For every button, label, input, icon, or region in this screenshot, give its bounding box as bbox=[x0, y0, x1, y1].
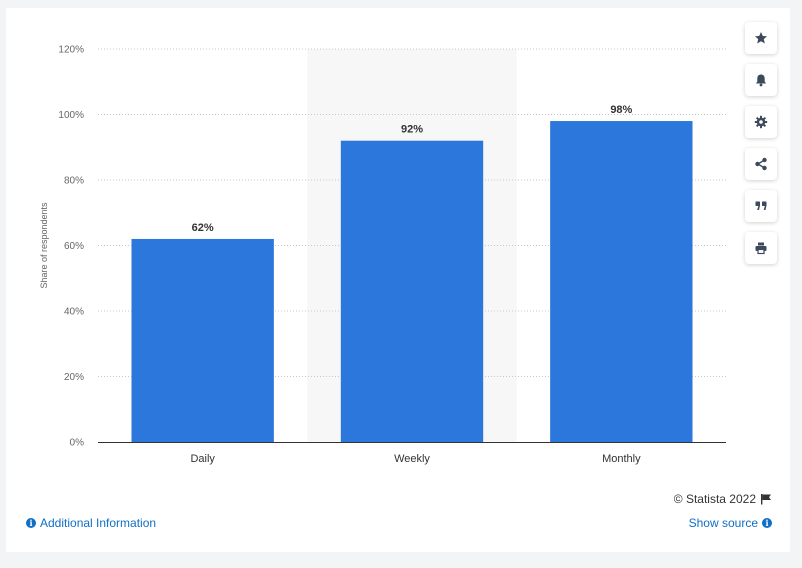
print-button[interactable] bbox=[745, 232, 777, 264]
y-tick-label: 40% bbox=[64, 307, 84, 318]
data-label: 92% bbox=[401, 124, 423, 136]
cite-button[interactable] bbox=[745, 190, 777, 222]
chart-toolbar bbox=[745, 22, 777, 274]
y-tick-label: 120% bbox=[58, 45, 84, 56]
bar bbox=[340, 140, 484, 442]
y-tick-label: 60% bbox=[64, 241, 84, 252]
copyright-notice: © Statista 2022 bbox=[674, 492, 772, 506]
favorite-button[interactable] bbox=[745, 22, 777, 54]
settings-button[interactable] bbox=[745, 106, 777, 138]
show-source-label: Show source bbox=[688, 516, 758, 530]
x-tick-label: Daily bbox=[190, 453, 215, 465]
share-button[interactable] bbox=[745, 148, 777, 180]
copyright-text: © Statista 2022 bbox=[673, 492, 756, 506]
flag-icon bbox=[761, 494, 771, 505]
gear-icon bbox=[754, 115, 768, 129]
info-icon: i bbox=[762, 518, 772, 528]
y-tick-label: 20% bbox=[64, 372, 84, 383]
additional-information-label: Additional Information bbox=[40, 516, 157, 530]
x-tick-label: Monthly bbox=[602, 453, 641, 465]
bell-icon bbox=[756, 74, 766, 87]
y-tick-label: 80% bbox=[64, 176, 84, 187]
show-source-link[interactable]: Show source i bbox=[689, 516, 772, 530]
share-icon bbox=[755, 157, 767, 171]
star-icon bbox=[755, 32, 767, 44]
y-tick-label: 0% bbox=[70, 438, 85, 449]
x-tick-label: Weekly bbox=[394, 453, 430, 465]
data-label: 98% bbox=[610, 104, 632, 116]
bar bbox=[131, 238, 274, 442]
additional-information-link[interactable]: i Additional Information bbox=[26, 516, 156, 530]
bar bbox=[550, 121, 693, 443]
data-label: 62% bbox=[192, 222, 214, 234]
y-tick-label: 100% bbox=[58, 110, 84, 121]
quote-icon bbox=[755, 201, 767, 210]
y-axis-title: Share of respondents bbox=[39, 202, 49, 289]
print-icon bbox=[755, 242, 767, 255]
notification-button[interactable] bbox=[745, 64, 777, 96]
info-icon: i bbox=[26, 518, 36, 528]
